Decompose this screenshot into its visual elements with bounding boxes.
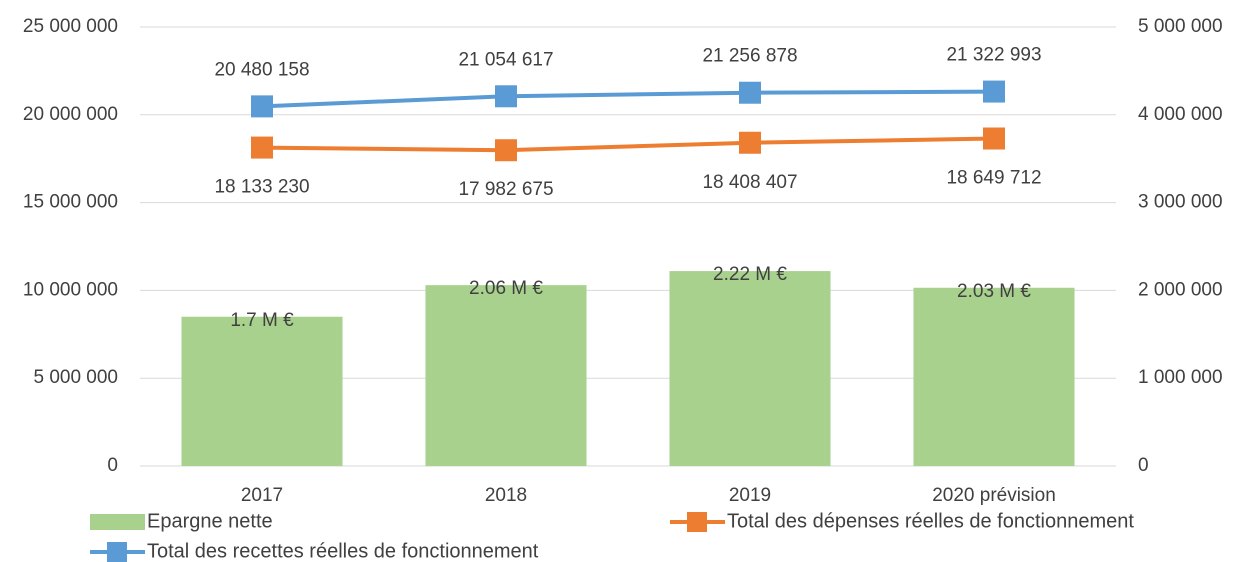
data-label: 18 649 712 bbox=[946, 168, 1041, 189]
data-label: 2.03 M € bbox=[957, 281, 1031, 302]
x-tick-label: 2018 bbox=[485, 485, 527, 506]
y-tick-label: 25 000 000 bbox=[23, 16, 118, 37]
y2-tick-label: 5 000 000 bbox=[1138, 16, 1223, 37]
legend-swatch bbox=[90, 514, 145, 530]
line bbox=[261, 89, 995, 109]
data-label: 21 054 617 bbox=[458, 49, 553, 70]
data-label: 18 133 230 bbox=[214, 177, 309, 198]
legend-label: Total des recettes réelles de fonctionne… bbox=[147, 540, 539, 562]
marker bbox=[495, 85, 517, 108]
y-tick-label: 0 bbox=[107, 455, 118, 476]
legend-label: Epargne nette bbox=[147, 510, 273, 532]
y2-tick-label: 0 bbox=[1138, 455, 1149, 476]
data-label: 1.7 M € bbox=[230, 310, 294, 331]
line bbox=[261, 136, 995, 153]
y2-tick-label: 4 000 000 bbox=[1138, 104, 1223, 125]
data-label: 21 322 993 bbox=[946, 45, 1041, 66]
marker bbox=[983, 127, 1005, 150]
y-tick-label: 15 000 000 bbox=[23, 192, 118, 213]
data-label: 20 480 158 bbox=[214, 59, 309, 80]
marker bbox=[739, 81, 761, 104]
y-tick-label: 10 000 000 bbox=[23, 279, 118, 300]
data-label: 2.22 M € bbox=[713, 264, 787, 285]
marker bbox=[495, 139, 517, 162]
legend-label: Total des dépenses réelles de fonctionne… bbox=[727, 510, 1134, 532]
data-label: 17 982 675 bbox=[458, 179, 553, 200]
data-label: 21 256 878 bbox=[702, 46, 797, 67]
y2-tick-label: 3 000 000 bbox=[1138, 192, 1223, 213]
legend-swatch bbox=[687, 512, 707, 532]
x-tick-label: 2017 bbox=[241, 485, 283, 506]
x-tick-label: 2019 bbox=[729, 485, 771, 506]
data-label: 18 408 407 bbox=[702, 172, 797, 193]
marker bbox=[983, 80, 1005, 103]
y-tick-label: 20 000 000 bbox=[23, 104, 118, 125]
marker bbox=[739, 131, 761, 154]
bar bbox=[181, 316, 343, 466]
x-tick-label: 2020 prévision bbox=[932, 485, 1056, 506]
bar bbox=[913, 287, 1075, 466]
legend-swatch bbox=[107, 542, 127, 562]
y-tick-label: 5 000 000 bbox=[33, 367, 118, 388]
bar bbox=[425, 285, 587, 466]
bar bbox=[669, 271, 831, 466]
data-label: 2.06 M € bbox=[469, 278, 543, 299]
y2-tick-label: 2 000 000 bbox=[1138, 279, 1223, 300]
marker bbox=[251, 136, 273, 159]
y2-tick-label: 1 000 000 bbox=[1138, 367, 1223, 388]
marker bbox=[251, 95, 273, 118]
